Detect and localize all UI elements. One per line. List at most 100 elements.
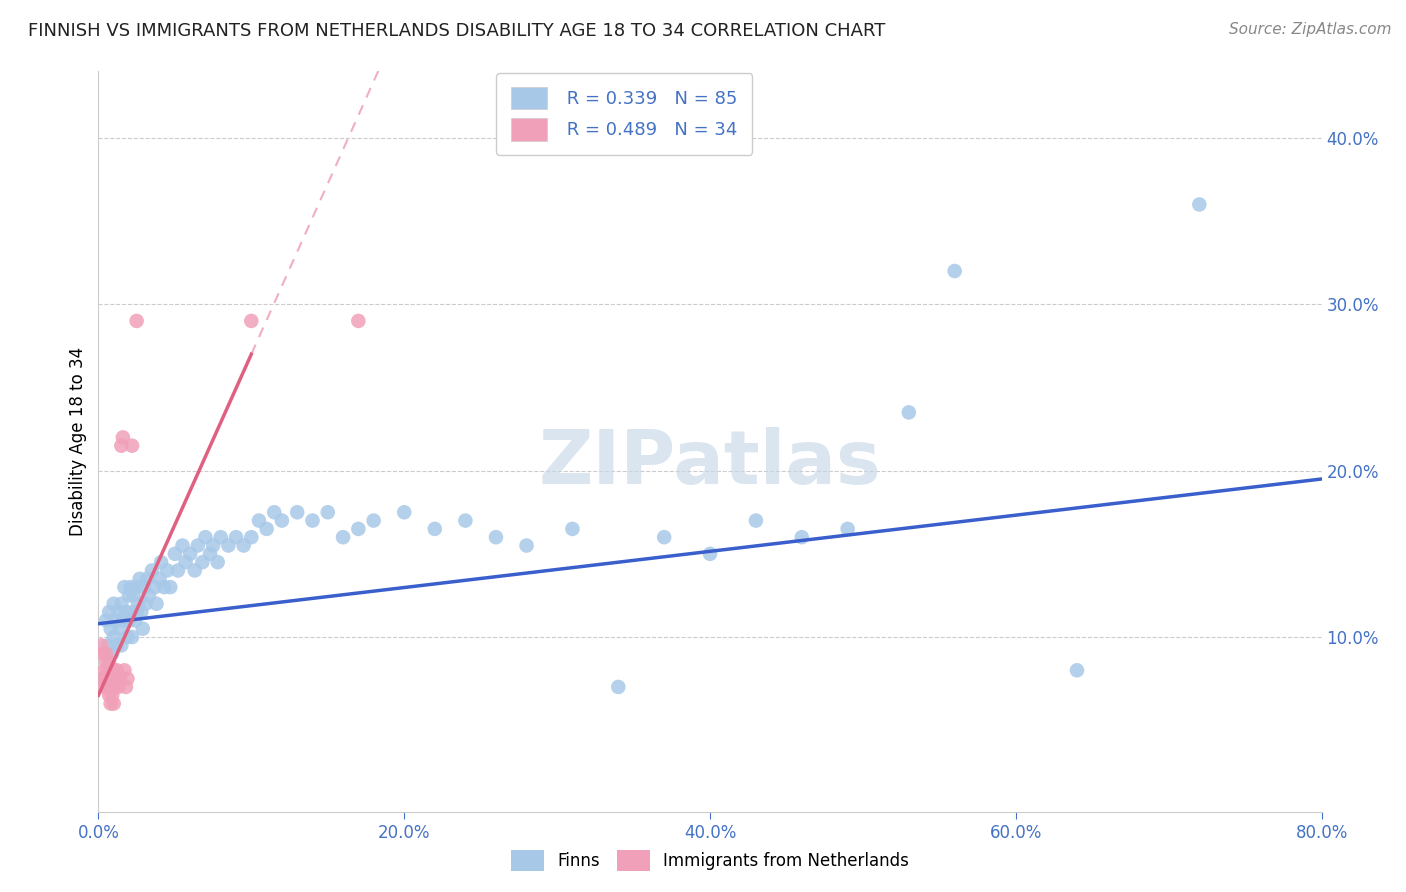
Point: [167, 564, 190, 578]
Point: [105, 638, 128, 652]
Point: [232, 539, 254, 553]
Point: [145, 597, 167, 611]
Point: [111, 430, 134, 444]
Text: FINNISH VS IMMIGRANTS FROM NETHERLANDS DISABILITY AGE 18 TO 34 CORRELATION CHART: FINNISH VS IMMIGRANTS FROM NETHERLANDS D…: [28, 22, 886, 40]
Point: [454, 514, 477, 528]
Point: [198, 547, 221, 561]
Point: [100, 697, 122, 711]
Point: [347, 314, 370, 328]
Point: [256, 522, 278, 536]
Point: [90, 638, 112, 652]
Point: [270, 514, 292, 528]
Point: [263, 505, 285, 519]
Point: [103, 597, 125, 611]
Point: [98, 605, 121, 619]
Point: [191, 555, 214, 569]
Point: [100, 622, 122, 636]
Point: [699, 547, 721, 561]
Point: [184, 564, 207, 578]
Point: [124, 614, 146, 628]
Point: [110, 439, 132, 453]
Point: [136, 572, 159, 586]
Point: [98, 688, 121, 702]
Point: [207, 555, 229, 569]
Point: [121, 630, 143, 644]
Point: [128, 572, 150, 586]
Point: [91, 647, 114, 661]
Point: [172, 539, 194, 553]
Point: [117, 630, 139, 644]
Point: [98, 672, 121, 686]
Point: [423, 522, 446, 536]
Point: [101, 672, 124, 686]
Point: [347, 522, 370, 536]
Point: [159, 580, 181, 594]
Point: [225, 530, 247, 544]
Point: [240, 530, 263, 544]
Point: [187, 539, 209, 553]
Point: [94, 614, 117, 628]
Point: [110, 597, 132, 611]
Point: [104, 614, 127, 628]
Point: [127, 597, 149, 611]
Point: [135, 597, 157, 611]
Point: [103, 630, 125, 644]
Point: [150, 555, 173, 569]
Point: [156, 564, 179, 578]
Point: [120, 580, 142, 594]
Legend: Finns, Immigrants from Netherlands: Finns, Immigrants from Netherlands: [505, 844, 915, 878]
Point: [103, 663, 125, 677]
Point: [141, 564, 163, 578]
Point: [103, 697, 125, 711]
Point: [790, 530, 813, 544]
Point: [316, 505, 339, 519]
Point: [94, 647, 117, 661]
Point: [112, 580, 135, 594]
Point: [125, 605, 148, 619]
Point: [110, 638, 132, 652]
Point: [93, 680, 115, 694]
Point: [97, 680, 120, 694]
Point: [94, 672, 117, 686]
Point: [107, 605, 129, 619]
Point: [115, 680, 138, 694]
Point: [117, 672, 139, 686]
Point: [104, 672, 127, 686]
Point: [97, 663, 120, 677]
Point: [97, 638, 120, 652]
Point: [132, 622, 155, 636]
Point: [125, 580, 148, 594]
Point: [100, 663, 122, 677]
Point: [101, 688, 124, 702]
Point: [285, 505, 308, 519]
Point: [301, 514, 323, 528]
Point: [93, 663, 115, 677]
Point: [174, 555, 197, 569]
Point: [149, 572, 172, 586]
Point: [179, 547, 201, 561]
Y-axis label: Disability Age 18 to 34: Disability Age 18 to 34: [69, 347, 87, 536]
Point: [100, 680, 122, 694]
Point: [105, 663, 128, 677]
Point: [94, 655, 117, 669]
Point: [943, 264, 966, 278]
Point: [1066, 663, 1088, 677]
Point: [163, 547, 186, 561]
Point: [652, 530, 675, 544]
Point: [91, 672, 114, 686]
Point: [516, 539, 538, 553]
Point: [240, 314, 263, 328]
Point: [837, 522, 859, 536]
Point: [607, 680, 630, 694]
Point: [392, 505, 416, 519]
Point: [122, 589, 145, 603]
Point: [745, 514, 768, 528]
Point: [108, 622, 131, 636]
Point: [247, 514, 270, 528]
Point: [138, 589, 160, 603]
Point: [202, 539, 225, 553]
Point: [121, 439, 143, 453]
Point: [129, 605, 152, 619]
Point: [134, 580, 156, 594]
Point: [98, 655, 121, 669]
